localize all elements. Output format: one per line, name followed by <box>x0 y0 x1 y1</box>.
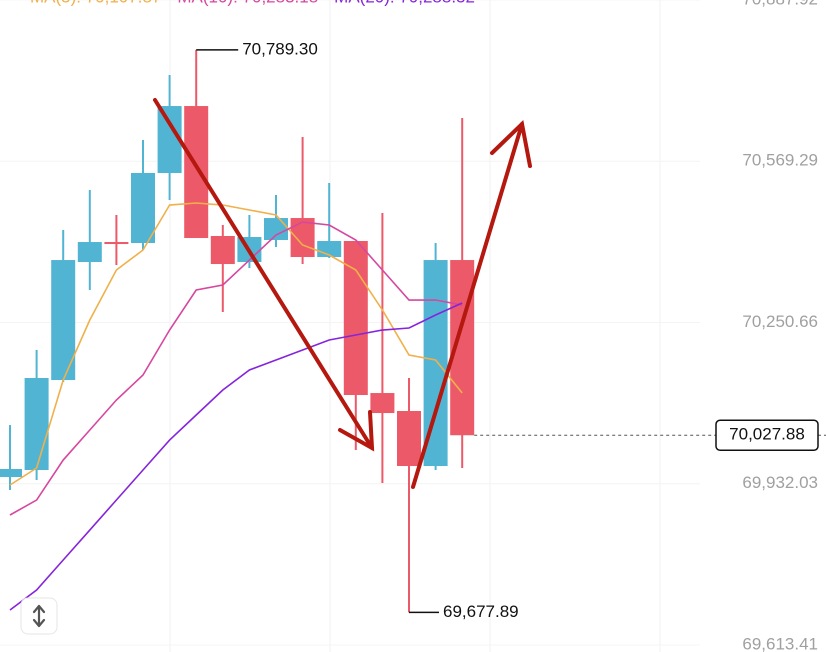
candle-body <box>131 172 155 244</box>
down-arrow-shaft <box>153 98 374 450</box>
expand-button[interactable] <box>20 597 58 635</box>
legend-entry: MA(20): 70,288.52 <box>334 0 475 6</box>
expand-icon <box>32 604 46 628</box>
up-arrow-head <box>490 119 532 168</box>
price-label: 70,027.88 <box>729 425 805 444</box>
high-label: 70,789.30 <box>242 39 318 58</box>
candle-body <box>397 411 421 467</box>
legend-entry: MA(10): 70,283.18 <box>177 0 318 6</box>
drawn-arrows <box>153 98 532 489</box>
up-arrow-shaft <box>411 122 524 489</box>
candle-body <box>51 260 76 381</box>
down-arrow-head <box>338 410 375 452</box>
price-box <box>715 419 819 452</box>
ma-line <box>9 302 463 611</box>
low-label: 69,677.89 <box>443 602 519 621</box>
candle-body <box>0 468 22 478</box>
y-tick-label: 70,569.29 <box>742 151 818 170</box>
y-tick-label: 69,932.03 <box>742 473 818 492</box>
candle-body <box>104 242 129 245</box>
annotation-layer: 70,789.30 69,677.89 70,027.88 <box>196 39 826 621</box>
y-tick-label: 69,613.41 <box>742 634 818 652</box>
candle-body <box>77 242 102 263</box>
candle-body <box>264 218 288 240</box>
vertical-grid <box>169 0 661 652</box>
candles-layer <box>0 49 475 613</box>
ma-layer <box>9 202 463 611</box>
candle-body <box>370 393 395 414</box>
candle-body <box>343 241 368 396</box>
y-tick-label: 70,887.92 <box>742 0 818 8</box>
y-tick-label: 70,250.66 <box>742 312 818 331</box>
legend-entry: MA(5): 70,107.87 <box>30 0 161 6</box>
candle-body <box>290 218 315 258</box>
ma-line <box>9 202 463 486</box>
candle-body <box>210 235 235 265</box>
candle-body <box>24 378 49 471</box>
ma-line <box>9 221 463 516</box>
candle-body <box>184 106 209 239</box>
